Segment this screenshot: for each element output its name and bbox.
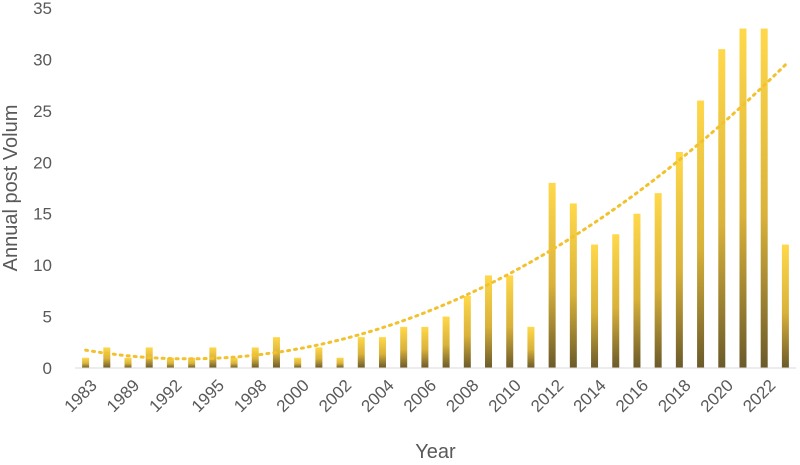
bar-2006 [421, 326, 429, 368]
bar-2001 [315, 347, 323, 368]
bar-2008 [463, 296, 471, 368]
x-tick-label: 2020 [697, 376, 737, 416]
x-tick-label: 1989 [103, 376, 143, 416]
x-tick-label: 2006 [400, 376, 440, 416]
x-tick-label: 2004 [358, 376, 398, 416]
x-tick-label: 2022 [739, 376, 779, 416]
x-tick-label: 2002 [315, 376, 355, 416]
bar-2016 [633, 213, 641, 368]
bar-1992 [166, 357, 174, 368]
bar-2014 [591, 244, 599, 368]
bar-2015 [612, 234, 620, 368]
bar-2010 [506, 275, 514, 368]
bar-2007 [442, 316, 450, 368]
bar-2023 [781, 244, 789, 368]
bar-2000 [294, 357, 302, 368]
bar-1989 [124, 357, 132, 368]
x-tick-label: 2008 [442, 376, 482, 416]
bar-2013 [569, 203, 577, 368]
y-tick-label: 30 [33, 50, 52, 69]
x-tick-label: 2000 [273, 376, 313, 416]
y-axis-ticks: 0 5 10 15 20 25 30 35 [33, 0, 52, 378]
bar-2009 [485, 275, 493, 368]
bar-2004 [378, 337, 386, 368]
y-tick-label: 20 [33, 153, 52, 172]
bar-2022 [760, 28, 768, 368]
y-axis-title: Annual post Volum [0, 105, 22, 272]
bar-1993 [188, 357, 196, 368]
bar-2017 [654, 193, 662, 368]
x-tick-label: 2012 [527, 376, 567, 416]
x-tick-label: 2016 [612, 376, 652, 416]
x-tick-label: 1998 [230, 376, 270, 416]
bar-2018 [675, 152, 683, 368]
bar-2003 [357, 337, 365, 368]
y-tick-label: 5 [43, 308, 52, 327]
bar-1997 [230, 357, 238, 368]
y-tick-label: 35 [33, 0, 52, 18]
bar-2020 [718, 49, 726, 369]
bar-1998 [251, 347, 259, 368]
x-tick-label: 2014 [570, 376, 610, 416]
y-tick-label: 10 [33, 256, 52, 275]
x-tick-label: 2010 [485, 376, 525, 416]
bar-2002 [336, 357, 344, 368]
y-tick-label: 25 [33, 102, 52, 121]
x-tick-label: 1995 [188, 376, 228, 416]
bar-2005 [400, 326, 408, 368]
x-axis-title: Year [415, 441, 456, 463]
y-tick-label: 15 [33, 205, 52, 224]
trendline [84, 63, 787, 361]
bar-1983 [82, 357, 90, 368]
x-tick-label: 1992 [145, 376, 185, 416]
y-tick-label: 0 [43, 359, 52, 378]
bar-2021 [739, 28, 747, 368]
x-axis-ticks: 1983 1989 1992 1995 1998 2000 2002 2004 2006 2008… [61, 376, 780, 416]
x-tick-label: 1983 [61, 376, 101, 416]
bar-2012 [548, 182, 556, 368]
bar-2011 [527, 326, 535, 368]
bars [82, 28, 789, 369]
bar-2019 [697, 100, 705, 369]
x-tick-label: 2018 [654, 376, 694, 416]
bar-1987 [103, 347, 111, 368]
